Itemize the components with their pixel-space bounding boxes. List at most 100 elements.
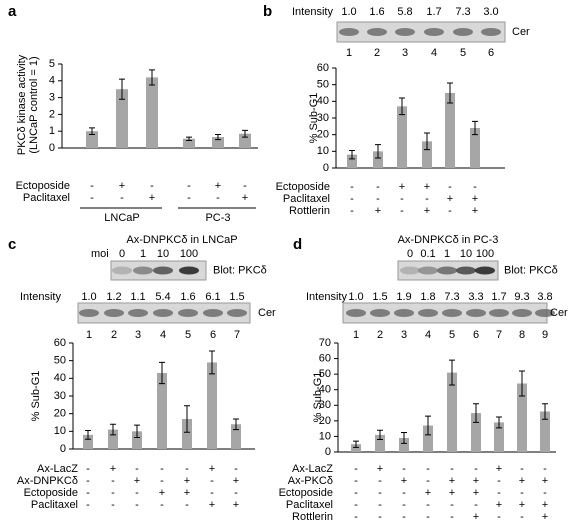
cer-blot-band: [79, 309, 99, 317]
intensity-value: 1.6: [369, 6, 384, 18]
lane-number: 1: [86, 329, 92, 341]
condition-sign: -: [378, 475, 382, 487]
intensity-value: 1.9: [396, 291, 411, 303]
condition-sign: -: [543, 463, 547, 475]
bar: [231, 424, 241, 449]
condition-label: Ectoposide: [279, 487, 333, 499]
condition-sign: +: [134, 475, 140, 487]
bar: [157, 373, 167, 449]
condition-sign: +: [519, 499, 525, 511]
lane-number: 3: [402, 47, 408, 59]
bar: [471, 413, 481, 452]
condition-sign: +: [233, 499, 239, 511]
pkc-blot-band: [475, 266, 495, 275]
cer-blot-band: [418, 309, 438, 317]
condition-label: Paclitaxel: [283, 193, 330, 205]
intensity-label: Intensity: [20, 291, 61, 303]
condition-sign: -: [234, 463, 238, 475]
cer-label: Cer: [512, 26, 530, 38]
error-bar: [473, 403, 479, 423]
error-bar: [349, 150, 355, 160]
lane-number: 6: [488, 47, 494, 59]
condition-sign: -: [426, 463, 430, 475]
condition-sign: -: [350, 205, 354, 217]
condition-sign: +: [242, 192, 248, 204]
y-tick-label: 10: [319, 430, 331, 442]
error-bar: [215, 134, 221, 141]
moi-value: 10: [460, 248, 472, 260]
lane-number: 4: [160, 329, 166, 341]
intensity-value: 3.8: [537, 291, 552, 303]
condition-sign: -: [150, 180, 154, 192]
moi-label: moi: [91, 248, 109, 260]
intensity-value: 1.6: [180, 291, 195, 303]
condition-sign: -: [185, 499, 189, 511]
cer-blot-band: [466, 309, 486, 317]
lane-number: 3: [401, 329, 407, 341]
intensity-value: 6.1: [205, 291, 220, 303]
condition-sign: -: [450, 511, 454, 523]
blot-title: Ax-DNPKCδ in LNCaP: [126, 234, 237, 246]
intensity-value: 3.0: [483, 6, 498, 18]
condition-sign: +: [184, 475, 190, 487]
bar: [347, 154, 357, 168]
condition-sign: -: [497, 511, 501, 523]
condition-sign: -: [135, 463, 139, 475]
condition-sign: -: [402, 463, 406, 475]
cer-blot-band: [153, 309, 173, 317]
y-tick-label: 40: [317, 95, 329, 107]
y-tick-label: 5: [49, 58, 55, 70]
condition-sign: -: [497, 487, 501, 499]
bar: [397, 106, 407, 168]
pkc-blot-band: [112, 266, 132, 275]
condition-label: Ax-LacZ: [37, 463, 78, 475]
y-tick-label: 10: [317, 145, 329, 157]
y-tick-label: 60: [319, 352, 331, 364]
condition-sign: -: [520, 463, 524, 475]
cer-blot-band: [104, 309, 124, 317]
condition-sign: -: [520, 511, 524, 523]
lane-number: 4: [425, 329, 431, 341]
group-label: LNCaP: [104, 212, 139, 224]
y-tick-label: 60: [54, 337, 66, 349]
bar: [132, 431, 142, 449]
cer-blot-band: [128, 309, 148, 317]
condition-sign: -: [378, 499, 382, 511]
cer-blot-band: [178, 309, 198, 317]
moi-value: 0: [407, 248, 413, 260]
y-tick-label: 50: [54, 355, 66, 367]
condition-sign: +: [233, 475, 239, 487]
error-bar: [353, 440, 359, 448]
condition-sign: -: [187, 180, 191, 192]
intensity-value: 1.1: [130, 291, 145, 303]
condition-label: Ectoposide: [276, 181, 330, 193]
bar: [212, 137, 224, 148]
condition-sign: -: [354, 511, 358, 523]
y-tick-label: 20: [54, 408, 66, 420]
error-bar: [134, 424, 140, 439]
moi-value: 10: [157, 248, 169, 260]
condition-sign: -: [187, 192, 191, 204]
error-bar: [110, 423, 116, 436]
lane-number: 2: [111, 329, 117, 341]
condition-sign: -: [450, 463, 454, 475]
error-bar: [85, 429, 91, 440]
bar: [494, 422, 504, 452]
condition-sign: +: [425, 487, 431, 499]
y-tick-label: 50: [319, 368, 331, 380]
bar: [399, 437, 409, 452]
condition-sign: -: [160, 463, 164, 475]
error-bar: [399, 97, 405, 116]
condition-sign: +: [209, 463, 215, 475]
condition-sign: +: [496, 463, 502, 475]
condition-label: Paclitaxel: [286, 499, 333, 511]
cer-label: Cer: [550, 307, 568, 319]
condition-sign: -: [376, 181, 380, 193]
bar: [83, 434, 93, 449]
condition-sign: -: [185, 463, 189, 475]
bar: [207, 362, 217, 449]
intensity-value: 1.0: [341, 6, 356, 18]
cer-blot-band: [394, 309, 414, 317]
pkc-blot-band: [437, 266, 457, 275]
